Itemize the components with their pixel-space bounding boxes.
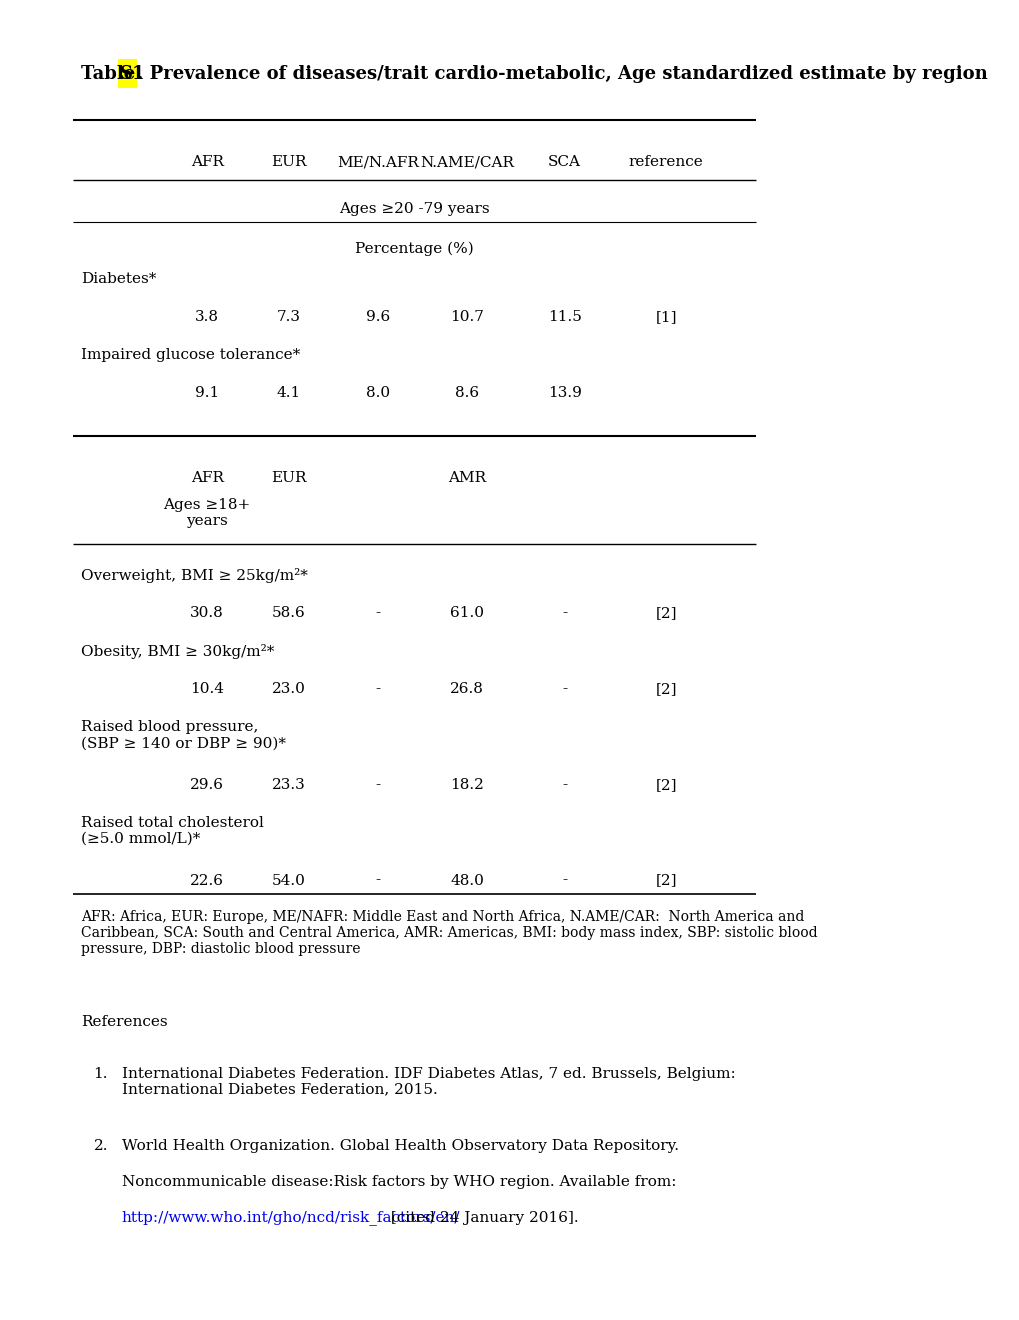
Text: 9.6: 9.6 bbox=[366, 310, 389, 323]
Text: [2]: [2] bbox=[655, 777, 677, 792]
Text: 23.3: 23.3 bbox=[271, 777, 305, 792]
Text: References: References bbox=[82, 1015, 168, 1028]
Text: Overweight, BMI ≥ 25kg/m²*: Overweight, BMI ≥ 25kg/m²* bbox=[82, 568, 308, 583]
Text: 8.6: 8.6 bbox=[454, 385, 479, 400]
Text: 18.2: 18.2 bbox=[449, 777, 484, 792]
Text: ME/N.AFR: ME/N.AFR bbox=[336, 154, 419, 169]
Text: International Diabetes Federation. IDF Diabetes Atlas, 7 ed. Brussels, Belgium:
: International Diabetes Federation. IDF D… bbox=[121, 1067, 735, 1097]
Text: EUR: EUR bbox=[270, 471, 306, 484]
Text: Ages ≥18+
years: Ages ≥18+ years bbox=[163, 498, 251, 528]
Text: 3.8: 3.8 bbox=[195, 310, 219, 323]
Text: -: - bbox=[375, 777, 380, 792]
Text: [2]: [2] bbox=[655, 874, 677, 887]
Text: 4.1: 4.1 bbox=[276, 385, 301, 400]
Text: Percentage (%): Percentage (%) bbox=[355, 242, 473, 256]
Text: -: - bbox=[375, 682, 380, 696]
Text: 10.7: 10.7 bbox=[449, 310, 484, 323]
Text: 61.0: 61.0 bbox=[449, 606, 484, 620]
Text: AFR: AFR bbox=[191, 154, 223, 169]
Text: 29.6: 29.6 bbox=[190, 777, 224, 792]
Text: -: - bbox=[561, 777, 567, 792]
Text: 8.0: 8.0 bbox=[366, 385, 389, 400]
Text: SCA: SCA bbox=[547, 154, 581, 169]
Text: 9.1: 9.1 bbox=[195, 385, 219, 400]
Text: 10.4: 10.4 bbox=[190, 682, 224, 696]
Text: 54.0: 54.0 bbox=[271, 874, 305, 887]
Text: AFR: Africa, EUR: Europe, ME/NAFR: Middle East and North Africa, N.AME/CAR:  Nor: AFR: Africa, EUR: Europe, ME/NAFR: Middl… bbox=[82, 909, 817, 956]
Text: Impaired glucose tolerance*: Impaired glucose tolerance* bbox=[82, 348, 301, 362]
Text: -: - bbox=[561, 606, 567, 620]
Text: reference: reference bbox=[629, 154, 703, 169]
Text: 11.5: 11.5 bbox=[547, 310, 581, 323]
Text: Obesity, BMI ≥ 30kg/m²*: Obesity, BMI ≥ 30kg/m²* bbox=[82, 644, 274, 659]
Text: [2]: [2] bbox=[655, 606, 677, 620]
Text: 22.6: 22.6 bbox=[190, 874, 224, 887]
Text: [cited 24 January 2016].: [cited 24 January 2016]. bbox=[385, 1210, 578, 1225]
Text: AMR: AMR bbox=[447, 471, 486, 484]
Text: 58.6: 58.6 bbox=[271, 606, 305, 620]
Text: AFR: AFR bbox=[191, 471, 223, 484]
Text: Raised blood pressure,
(SBP ≥ 140 or DBP ≥ 90)*: Raised blood pressure, (SBP ≥ 140 or DBP… bbox=[82, 719, 286, 750]
Text: Ages ≥20 -79 years: Ages ≥20 -79 years bbox=[338, 202, 489, 216]
Text: Diabetes*: Diabetes* bbox=[82, 272, 157, 286]
Text: 30.8: 30.8 bbox=[191, 606, 224, 620]
Text: World Health Organization. Global Health Observatory Data Repository.: World Health Organization. Global Health… bbox=[121, 1139, 679, 1152]
Text: 13.9: 13.9 bbox=[547, 385, 581, 400]
Text: -: - bbox=[561, 682, 567, 696]
Text: 7.3: 7.3 bbox=[276, 310, 301, 323]
Text: -: - bbox=[561, 874, 567, 887]
Text: [1]: [1] bbox=[655, 310, 677, 323]
FancyBboxPatch shape bbox=[118, 59, 138, 88]
Text: Table: Table bbox=[82, 65, 142, 83]
Text: -: - bbox=[375, 874, 380, 887]
Text: N.AME/CAR: N.AME/CAR bbox=[420, 154, 514, 169]
Text: 23.0: 23.0 bbox=[271, 682, 305, 696]
Text: S1: S1 bbox=[119, 65, 145, 83]
Text: EUR: EUR bbox=[270, 154, 306, 169]
Text: [2]: [2] bbox=[655, 682, 677, 696]
Text: 48.0: 48.0 bbox=[449, 874, 484, 887]
Text: -: - bbox=[375, 606, 380, 620]
Text: Raised total cholesterol
(≥5.0 mmol/L)*: Raised total cholesterol (≥5.0 mmol/L)* bbox=[82, 816, 264, 846]
Text: 2.: 2. bbox=[94, 1139, 108, 1152]
Text: 26.8: 26.8 bbox=[449, 682, 484, 696]
Text: Noncommunicable disease:Risk factors by WHO region. Available from:: Noncommunicable disease:Risk factors by … bbox=[121, 1175, 676, 1188]
Text: http://www.who.int/gho/ncd/risk_factors/en/: http://www.who.int/gho/ncd/risk_factors/… bbox=[121, 1210, 460, 1225]
Text: 1.: 1. bbox=[94, 1067, 108, 1081]
Text: . Prevalence of diseases/trait cardio-metabolic, Age standardized estimate by re: . Prevalence of diseases/trait cardio-me… bbox=[138, 65, 987, 83]
